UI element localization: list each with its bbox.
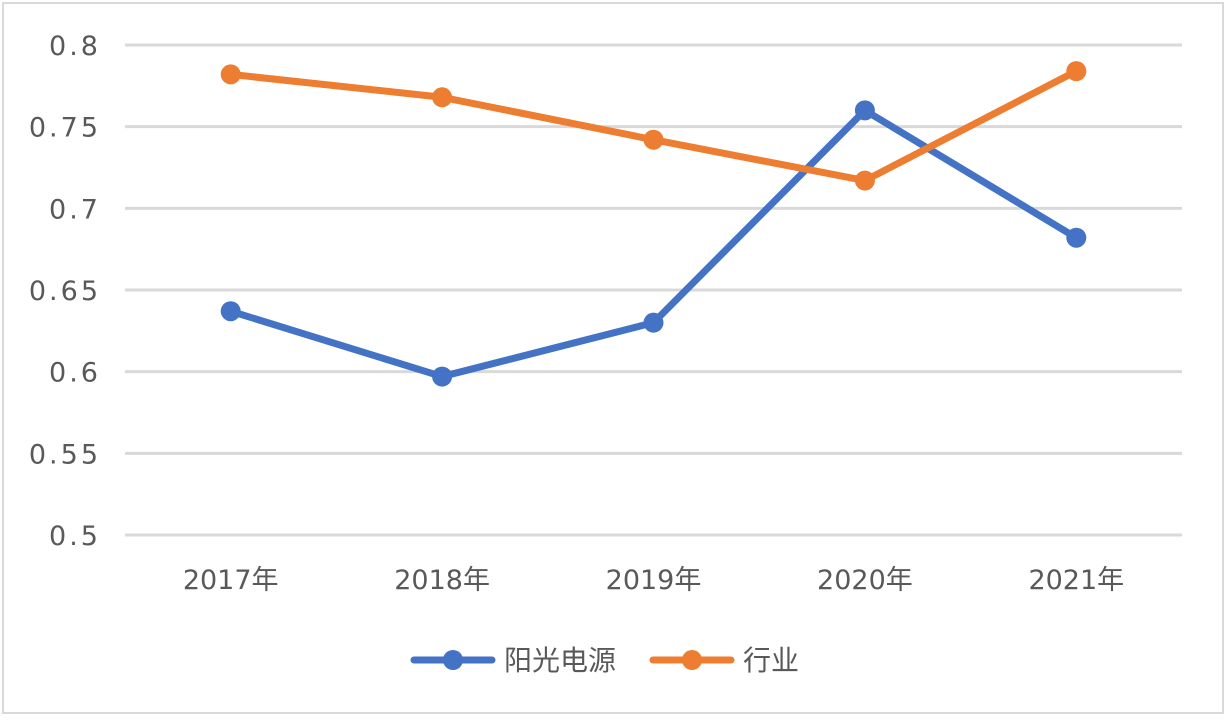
y-axis-labels: 0.5 0.55 0.6 0.65 0.7 0.75 0.8 — [29, 31, 101, 552]
legend-label: 行业 — [743, 644, 799, 677]
y-tick-label: 0.65 — [29, 276, 101, 307]
x-tick-label: 2019年 — [606, 565, 702, 596]
legend: 阳光电源 行业 — [410, 644, 799, 677]
data-point-marker[interactable] — [854, 100, 875, 121]
legend-label: 阳光电源 — [504, 644, 616, 677]
legend-item-sungrow[interactable]: 阳光电源 — [410, 644, 616, 677]
y-tick-label: 0.5 — [49, 521, 101, 552]
y-tick-label: 0.7 — [49, 194, 101, 225]
data-point-marker[interactable] — [1066, 227, 1087, 248]
series-lines — [220, 61, 1087, 387]
data-point-marker[interactable] — [220, 64, 241, 85]
legend-marker-icon — [682, 650, 702, 670]
x-tick-label: 2018年 — [394, 565, 490, 596]
data-point-marker[interactable] — [432, 87, 453, 108]
y-tick-label: 0.55 — [29, 439, 101, 470]
gridlines — [125, 43, 1182, 537]
data-point-marker[interactable] — [643, 312, 664, 333]
data-point-marker[interactable] — [1066, 61, 1087, 82]
y-tick-label: 0.8 — [49, 31, 101, 62]
y-tick-label: 0.6 — [49, 358, 101, 389]
series-line — [227, 106, 1080, 381]
data-point-marker[interactable] — [220, 301, 241, 322]
x-tick-label: 2020年 — [817, 565, 913, 596]
x-tick-label: 2021年 — [1028, 565, 1124, 596]
data-point-marker[interactable] — [854, 170, 875, 191]
legend-marker-icon — [443, 650, 463, 670]
data-point-marker[interactable] — [643, 129, 664, 150]
legend-item-industry[interactable]: 行业 — [649, 644, 799, 677]
y-tick-label: 0.75 — [29, 113, 101, 144]
x-axis-labels: 2017年 2018年 2019年 2020年 2021年 — [183, 565, 1124, 596]
x-tick-label: 2017年 — [183, 565, 279, 596]
data-point-marker[interactable] — [432, 366, 453, 387]
